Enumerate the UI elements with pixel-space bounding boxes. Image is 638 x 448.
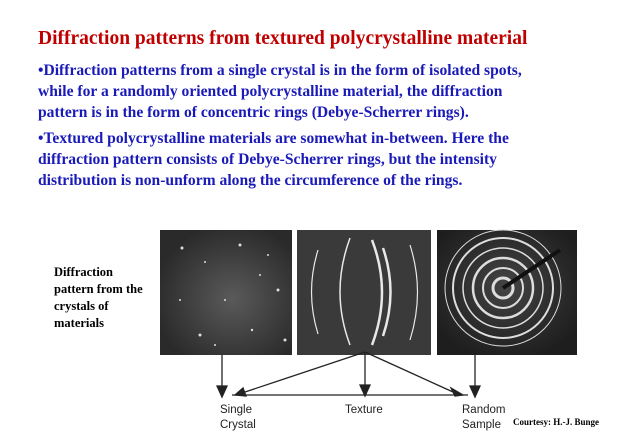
diagram-label: Single bbox=[220, 404, 252, 416]
bullet-line: •Textured polycrystalline materials are … bbox=[38, 130, 509, 147]
figure-label-line: pattern from the bbox=[54, 282, 143, 296]
bullet-line: distribution is non-unform along the cir… bbox=[38, 172, 463, 189]
bullet-line: pattern is in the form of concentric rin… bbox=[38, 104, 469, 121]
arrows bbox=[215, 351, 482, 399]
diagram-label: Sample bbox=[462, 419, 501, 431]
figure-label-line: crystals of bbox=[54, 299, 109, 313]
figure-label-line: Diffraction bbox=[54, 265, 114, 279]
bullet-line: while for a randomly oriented polycrysta… bbox=[38, 83, 503, 100]
slide-title: Diffraction patterns from textured polyc… bbox=[38, 28, 528, 49]
diagram-label: Random bbox=[462, 404, 505, 416]
bullet: •Diffraction patterns from a single crys… bbox=[38, 60, 522, 123]
diagram-label: Texture bbox=[345, 404, 383, 416]
figure-label: Diffraction pattern from the crystals of… bbox=[54, 264, 145, 332]
courtesy: Courtesy: H.-J. Bunge bbox=[513, 417, 599, 427]
texture-image bbox=[297, 230, 431, 355]
single-crystal-image bbox=[160, 230, 292, 355]
bullet-line: •Diffraction patterns from a single crys… bbox=[38, 62, 522, 79]
figure-label-line: materials bbox=[54, 316, 104, 330]
bullet: •Textured polycrystalline materials are … bbox=[38, 128, 509, 191]
random-sample-image bbox=[437, 229, 577, 355]
diagram-label: Crystal bbox=[220, 419, 256, 431]
bullet-line: diffraction pattern consists of Debye-Sc… bbox=[38, 151, 497, 168]
